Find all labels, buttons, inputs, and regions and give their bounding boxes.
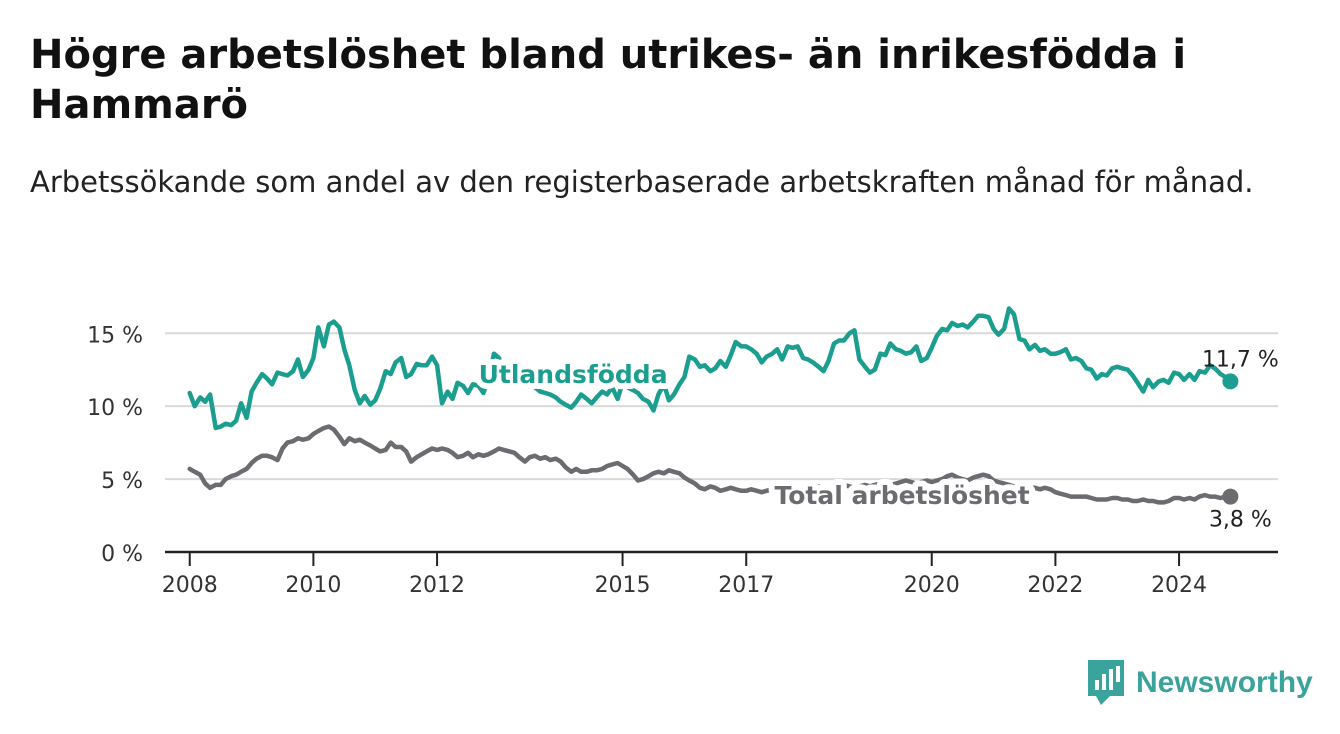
- series-line-1: [187, 424, 1233, 505]
- chart-subtitle: Arbetssökande som andel av den registerb…: [30, 165, 1254, 199]
- brand-name: Newsworthy: [1136, 666, 1313, 699]
- grid-lines: [165, 332, 1278, 481]
- y-tick-label: 5 %: [101, 469, 143, 494]
- x-tick-label: 2015: [595, 573, 651, 598]
- y-tick-label: 15 %: [87, 323, 143, 348]
- x-axis: 2008 2010 2012 2015 2017 2020 2022 2024: [162, 550, 1278, 598]
- y-tick-label: 0 %: [101, 542, 143, 567]
- label-layer: 11,7 % 3,8 % Utlandsfödda Total arbetslöshe…: [473, 347, 1279, 533]
- x-tick-label: 2022: [1027, 573, 1083, 598]
- brand: Newsworthy: [1088, 660, 1313, 706]
- newsworthy-logo-icon: [1088, 660, 1124, 705]
- series-layer: [187, 306, 1239, 505]
- x-tick-label: 2012: [409, 573, 465, 598]
- series-name-label: Utlandsfödda: [479, 360, 668, 389]
- x-tick-label: 2017: [718, 573, 774, 598]
- y-axis: 0 % 5 % 10 % 15 %: [87, 323, 143, 567]
- series-end-marker-1: [1222, 488, 1239, 505]
- series-end-label: 3,8 %: [1209, 508, 1272, 533]
- x-tick-label: 2010: [285, 573, 341, 598]
- x-tick-label: 2020: [904, 573, 960, 598]
- series-end-label: 11,7 %: [1202, 347, 1279, 372]
- series-name-label: Total arbetslöshet: [775, 481, 1030, 510]
- x-tick-label: 2024: [1151, 573, 1207, 598]
- x-tick-label: 2008: [162, 573, 218, 598]
- series-line-0: [187, 306, 1233, 431]
- series-end-marker-0: [1222, 373, 1239, 390]
- y-tick-label: 10 %: [87, 396, 143, 421]
- chart-title: Högre arbetslöshet bland utrikes- än inr…: [30, 32, 1187, 128]
